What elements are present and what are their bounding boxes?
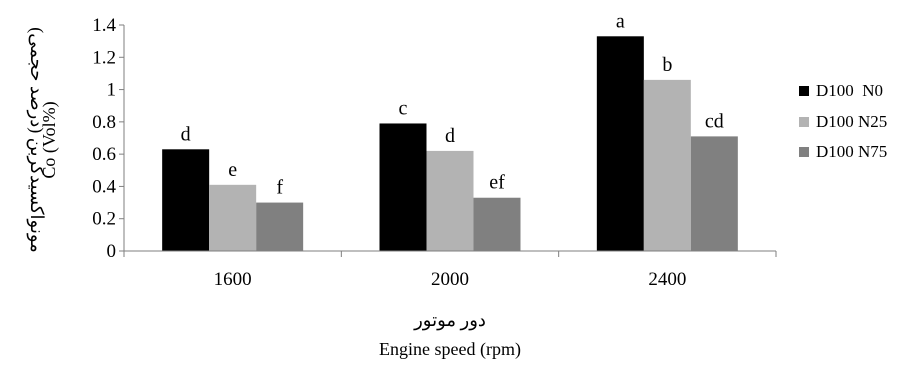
legend-swatch (799, 117, 809, 127)
bar (596, 36, 644, 251)
bar-data-label: d (445, 125, 455, 147)
bar (209, 184, 257, 251)
legend-label: D100 N25 (816, 112, 887, 131)
x-tick-label: 2400 (648, 269, 686, 290)
x-tick-label: 2000 (431, 269, 469, 290)
y-tick-label: 0.2 (92, 209, 116, 230)
y-tick-label: 0.8 (92, 112, 116, 133)
y-tick-label: 0 (107, 241, 117, 262)
x-axis-title-english: Engine speed (rpm) (379, 339, 521, 360)
bar-data-label: e (228, 159, 237, 181)
x-tick-label: 1600 (214, 269, 252, 290)
y-tick-label: 1.4 (92, 15, 116, 36)
y-tick-label: 0.4 (92, 176, 116, 197)
y-tick-label: 0.6 (92, 144, 116, 165)
y-tick-label: 1.2 (92, 47, 116, 68)
bar (162, 149, 210, 251)
bar-data-label: d (181, 123, 191, 145)
x-axis-title-persian: دور موتور (413, 310, 486, 331)
y-tick-label: 1 (107, 80, 117, 101)
bar (426, 150, 474, 251)
bar (473, 197, 521, 251)
bar-data-label: c (399, 97, 408, 119)
legend-swatch (799, 147, 809, 157)
bar (690, 136, 738, 251)
x-axis-ticks: 1600 2000 2400 (123, 251, 777, 290)
bar-data-label: b (662, 54, 672, 76)
bar-data-label: a (616, 10, 625, 32)
y-axis-title-english: Co (Vol%) (39, 101, 60, 178)
bar (643, 79, 691, 251)
bar (256, 202, 304, 251)
bar-data-label: f (276, 177, 283, 199)
bars (162, 36, 738, 251)
legend-swatch (799, 86, 809, 96)
bar (379, 123, 427, 251)
legend-label: D100 N75 (816, 142, 887, 161)
legend: D100 N0 D100 N25 D100 N75 (799, 81, 887, 161)
bar-data-label: cd (705, 110, 724, 132)
y-axis-ticks: 0 0.2 0.4 0.6 0.8 1 1.2 1.4 (92, 15, 124, 262)
y-axis-title-persian: مونواکسیدکربن (درصد حجمی) (26, 27, 47, 253)
bar-data-label: ef (489, 172, 505, 194)
legend-label: D100 N0 (816, 81, 883, 100)
